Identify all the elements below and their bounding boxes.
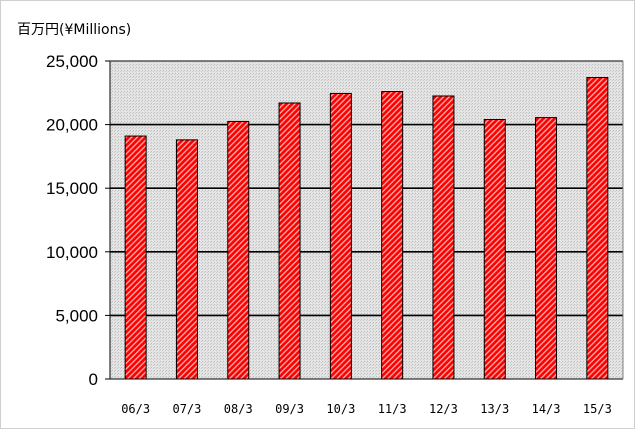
y-tick-label: 0 <box>89 370 98 389</box>
bar <box>381 91 404 380</box>
x-tick-label: 10/3 <box>326 402 355 416</box>
unit-label: 百万円(¥Millions) <box>17 22 132 38</box>
bar <box>483 119 506 380</box>
bar <box>227 120 250 380</box>
bar <box>586 77 609 380</box>
x-tick-label: 13/3 <box>480 402 509 416</box>
y-tick-label: 10,000 <box>46 243 98 262</box>
x-tick-label: 09/3 <box>275 402 304 416</box>
x-tick-label: 12/3 <box>429 402 458 416</box>
x-tick-label: 11/3 <box>378 402 407 416</box>
x-tick-label: 06/3 <box>121 402 150 416</box>
bar <box>329 92 352 380</box>
x-tick-label: 14/3 <box>532 402 561 416</box>
bar <box>124 135 147 380</box>
x-tick-label: 07/3 <box>172 402 201 416</box>
bar <box>175 139 198 380</box>
y-tick-label: 5,000 <box>55 306 98 325</box>
x-tick-label: 08/3 <box>224 402 253 416</box>
bar <box>432 95 455 380</box>
y-tick-label: 20,000 <box>46 116 98 135</box>
bar <box>535 117 558 380</box>
x-tick-label: 15/3 <box>583 402 612 416</box>
bar <box>278 102 301 380</box>
y-tick-label: 25,000 <box>46 52 98 71</box>
y-tick-label: 15,000 <box>46 179 98 198</box>
